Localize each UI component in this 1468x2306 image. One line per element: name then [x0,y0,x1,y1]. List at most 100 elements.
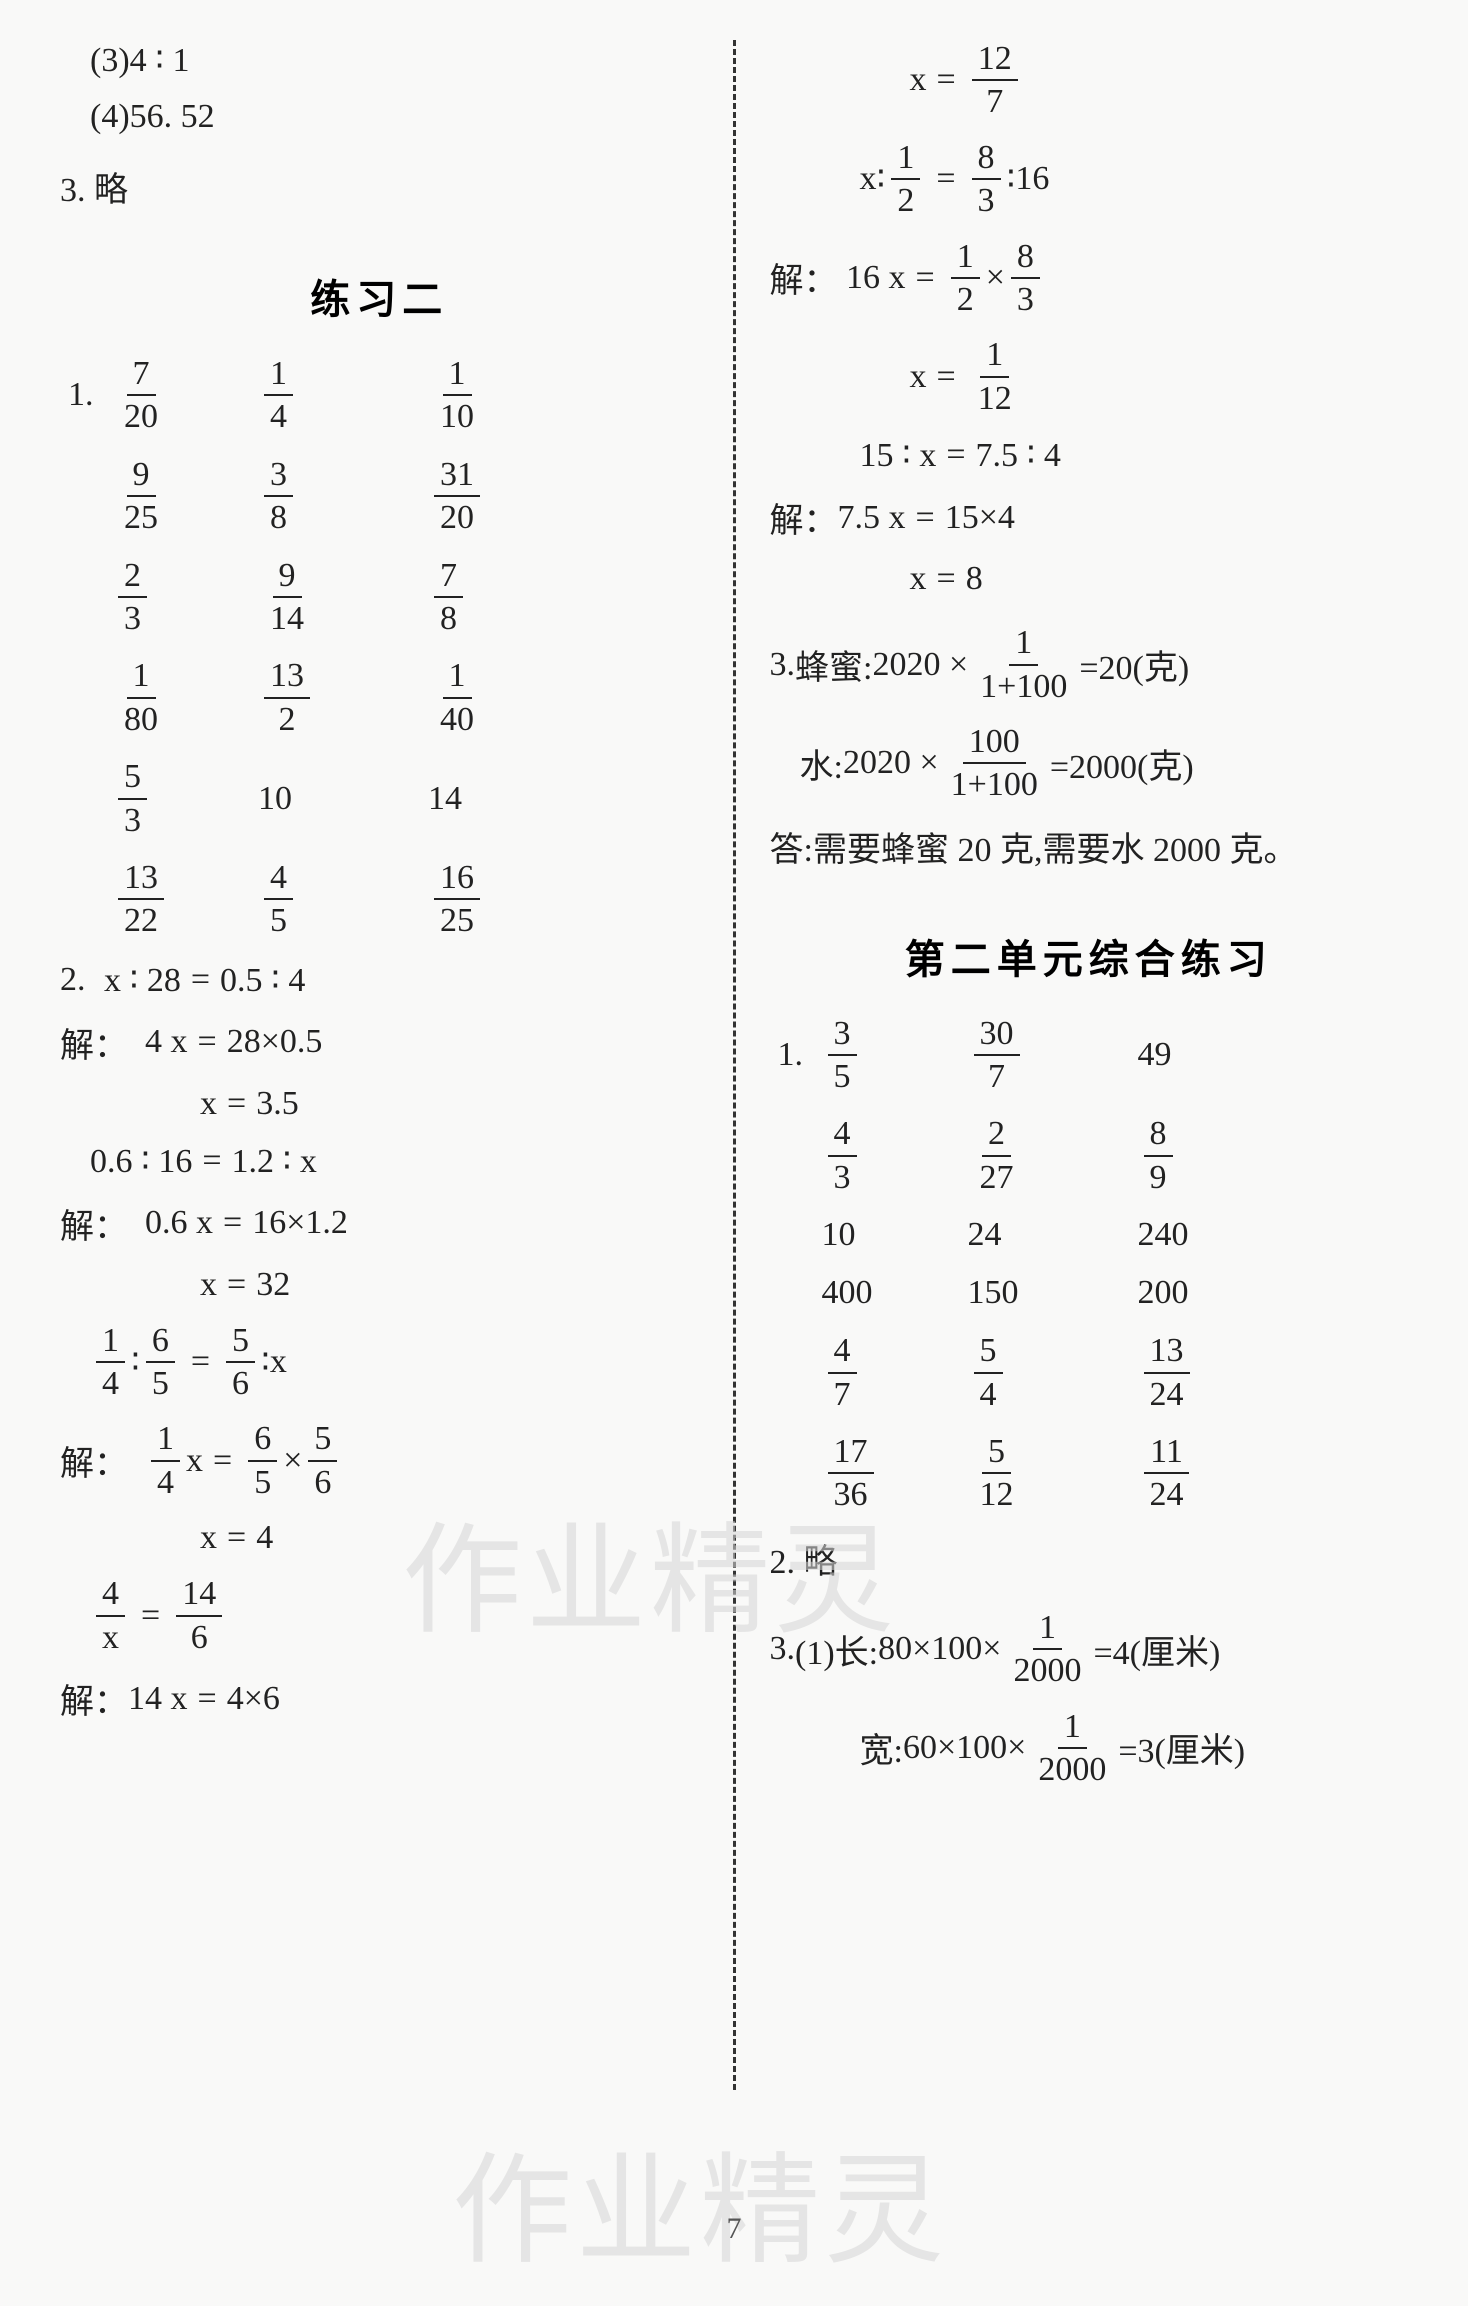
number: 14 [428,780,462,818]
right-column: x = 127 x ∶ 12 = 83 ∶ 16 解： 16 x = 12 × [770,40,1409,2266]
solve-label: 解： [60,1199,128,1248]
fraction-numerator: 6 [146,1322,175,1363]
fraction-numerator: 2 [982,1115,1011,1156]
lhs: x [910,358,927,396]
fraction-numerator: 4 [828,1115,857,1156]
fraction-numerator: 16 [434,859,480,900]
calc: 80×100× [878,1630,1001,1668]
equation-line: 4x = 146 [60,1575,699,1656]
calc: 2020 × [843,744,939,782]
fraction-numerator: 31 [434,456,480,497]
number: 49 [1138,1036,1172,1074]
equals: = [227,1085,246,1123]
text-line: (3)4 ∶ 1 [60,40,699,80]
equals: = [936,160,955,198]
number: 10 [822,1216,856,1254]
fraction-denominator: 20 [118,396,164,435]
fraction-numerator: 13 [118,859,164,900]
fraction-denominator: 9 [1144,1157,1173,1196]
rhs: 28×0.5 [227,1023,323,1061]
rhs: 15×4 [945,499,1015,537]
fraction-numerator: 6 [248,1420,277,1461]
equation-line: 解： 14 x = 4×6 [60,1674,699,1723]
text-line: (4)56. 52 [60,98,699,136]
fraction-numerator: 1 [151,1420,180,1461]
fraction-numerator: 100 [963,723,1026,764]
equals: = [227,1266,246,1304]
fraction-denominator: 2 [951,279,980,318]
fraction-denominator: 3 [118,598,147,637]
fraction-denominator: 7 [828,1374,857,1413]
fraction-numerator: 3 [264,456,293,497]
page-root: 作业精灵 作业精灵 (3)4 ∶ 1 (4)56. 52 3. 略 练习二 1.… [0,0,1468,2306]
fraction-denominator: 5 [146,1363,175,1402]
number: 16 [1015,160,1049,198]
equation-line: 解： 16 x = 12 × 83 [770,238,1409,319]
fraction-numerator: 1 [1058,1708,1087,1749]
fraction-numerator: 11 [1144,1433,1189,1474]
equation-line: 3. (1)长: 80×100× 12000 =4(厘米) [770,1609,1409,1690]
solve-label: 解： [60,1674,128,1723]
fraction-numerator: 8 [1144,1115,1173,1156]
label: 蜂蜜: [795,640,872,689]
equals: = [937,358,956,396]
lhs: 0.6 ∶ 16 [90,1141,192,1181]
fraction-numerator: 5 [308,1420,337,1461]
fraction-denominator: 6 [226,1363,255,1402]
equation-line: 解： 7.5 x = 15×4 [770,493,1409,542]
fraction-numerator: 1 [951,238,980,279]
solve-label: 解： [60,1436,128,1485]
equation-line: x ∶ 12 = 83 ∶ 16 [770,139,1409,220]
equals: = [191,1343,210,1381]
fraction-denominator: 2 [891,180,920,219]
fraction-denominator: 4 [151,1462,180,1501]
lhs: x ∶ 28 [104,960,181,1000]
fraction-denominator: 4 [264,396,293,435]
section-title: 第二单元综合练习 [770,927,1409,985]
fraction-denominator: 2000 [1007,1650,1087,1689]
variable: x [270,1343,287,1381]
equals: = [198,1680,217,1718]
fraction-numerator: 12 [972,40,1018,81]
ratio-colon: ∶ [1007,159,1016,199]
fraction-numerator: 7 [127,355,156,396]
fraction-numerator: 1 [891,139,920,180]
rhs: 8 [966,560,983,598]
equation-line: 0.6 ∶ 16 = 1.2 ∶ x [60,1141,699,1181]
equals: = [227,1519,246,1557]
ratio-colon: ∶ [877,159,886,199]
equation-line: 水: 2020 × 1001+100 =2000(克) [770,723,1409,804]
fraction-numerator: 1 [96,1322,125,1363]
fraction-denominator: 6 [185,1617,214,1656]
fraction-numerator: 14 [176,1575,222,1616]
lhs: x [910,61,927,99]
fraction-numerator: 17 [828,1433,874,1474]
fraction-numerator: 30 [974,1015,1020,1056]
fraction-denominator: 3 [972,180,1001,219]
rhs: 1.2 ∶ x [232,1141,317,1181]
fraction-denominator: 25 [118,497,164,536]
fraction-denominator: 14 [264,598,310,637]
number: 400 [822,1274,873,1312]
fraction-numerator: 13 [264,657,310,698]
rhs: 4 [256,1519,273,1557]
fraction-denominator: x [96,1617,125,1656]
equation-line: 15 ∶ x = 7.5 ∶ 4 [770,435,1409,475]
q1-grid: 1.720 14 110 925 38 3120 23 914 78 180 1… [60,355,699,960]
rhs: 32 [256,1266,290,1304]
label: (1)长: [795,1625,878,1674]
fraction-numerator: 4 [828,1332,857,1373]
fraction-numerator: 4 [96,1575,125,1616]
equation-line: x = 4 [60,1519,699,1557]
item-number: 1. [68,376,112,414]
equals: = [198,1023,217,1061]
equals: = [223,1204,242,1242]
fraction-numerator: 13 [1144,1332,1190,1373]
fraction-denominator: 20 [434,497,480,536]
times-sign: × [986,259,1005,297]
equals: = [916,259,935,297]
fraction-denominator: 25 [434,900,480,939]
equation-line: 解： 14 x = 65 × 56 [60,1420,699,1501]
fraction-numerator: 9 [273,557,302,598]
equals: = [946,436,965,474]
